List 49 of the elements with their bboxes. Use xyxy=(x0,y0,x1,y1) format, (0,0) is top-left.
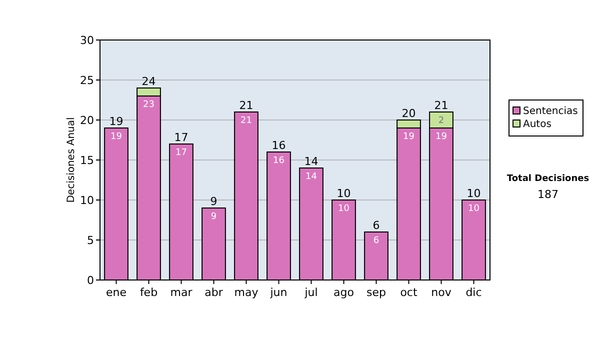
data-label: 21 xyxy=(240,116,252,126)
y-tick-label: 20 xyxy=(80,114,94,127)
data-label: 23 xyxy=(143,100,154,110)
total-label: 10 xyxy=(466,187,481,200)
total-label: 14 xyxy=(304,155,318,168)
x-tick-label: dic xyxy=(466,286,482,299)
text: Total Decisiones xyxy=(506,174,590,184)
x-tick-label: feb xyxy=(140,286,158,299)
total-label: 10 xyxy=(336,187,351,200)
x-tick-label: jul xyxy=(304,286,318,299)
data-label: 19 xyxy=(403,132,415,142)
data-label: 19 xyxy=(110,132,122,142)
total-label: 16 xyxy=(272,139,286,152)
total-label: 9 xyxy=(210,195,218,208)
y-tick-label: 15 xyxy=(80,154,94,167)
total-label: 20 xyxy=(402,107,416,120)
legend-label: Autos xyxy=(523,119,552,130)
data-label: 17 xyxy=(176,148,187,158)
y-tick-label: 30 xyxy=(80,34,94,47)
total-label: 17 xyxy=(174,131,188,144)
data-label: 2 xyxy=(438,116,444,126)
data-label: 14 xyxy=(306,172,318,182)
x-tick-label: may xyxy=(234,286,259,299)
total-label: 6 xyxy=(372,219,380,232)
y-tick-label: 25 xyxy=(80,74,94,87)
data-label: 10 xyxy=(468,204,480,214)
data-label: 10 xyxy=(338,204,350,214)
x-tick-label: sep xyxy=(366,286,386,299)
y-tick-label: 10 xyxy=(80,194,94,207)
y-tick-label: 0 xyxy=(87,274,94,287)
total-label: 19 xyxy=(109,115,124,128)
x-tick-label: jun xyxy=(269,286,288,299)
legend-label: Sentencias xyxy=(523,106,578,117)
y-tick-label: 5 xyxy=(87,234,94,247)
total-label: 21 xyxy=(434,99,448,112)
total-label: 21 xyxy=(239,99,254,112)
y-axis-title: Decisiones Anual xyxy=(66,117,77,203)
x-tick-label: ene xyxy=(106,286,127,299)
data-label: 16 xyxy=(273,156,285,166)
x-tick-label: ago xyxy=(334,286,354,299)
x-tick-label: oct xyxy=(400,286,418,299)
x-tick-label: abr xyxy=(204,286,224,299)
data-label: 19 xyxy=(436,132,448,142)
x-tick-label: nov xyxy=(431,286,452,299)
text: 187 xyxy=(538,188,558,201)
total-label: 24 xyxy=(142,75,156,88)
x-tick-label: mar xyxy=(170,286,193,299)
data-label: 6 xyxy=(373,236,380,246)
data-label: 9 xyxy=(210,212,217,222)
